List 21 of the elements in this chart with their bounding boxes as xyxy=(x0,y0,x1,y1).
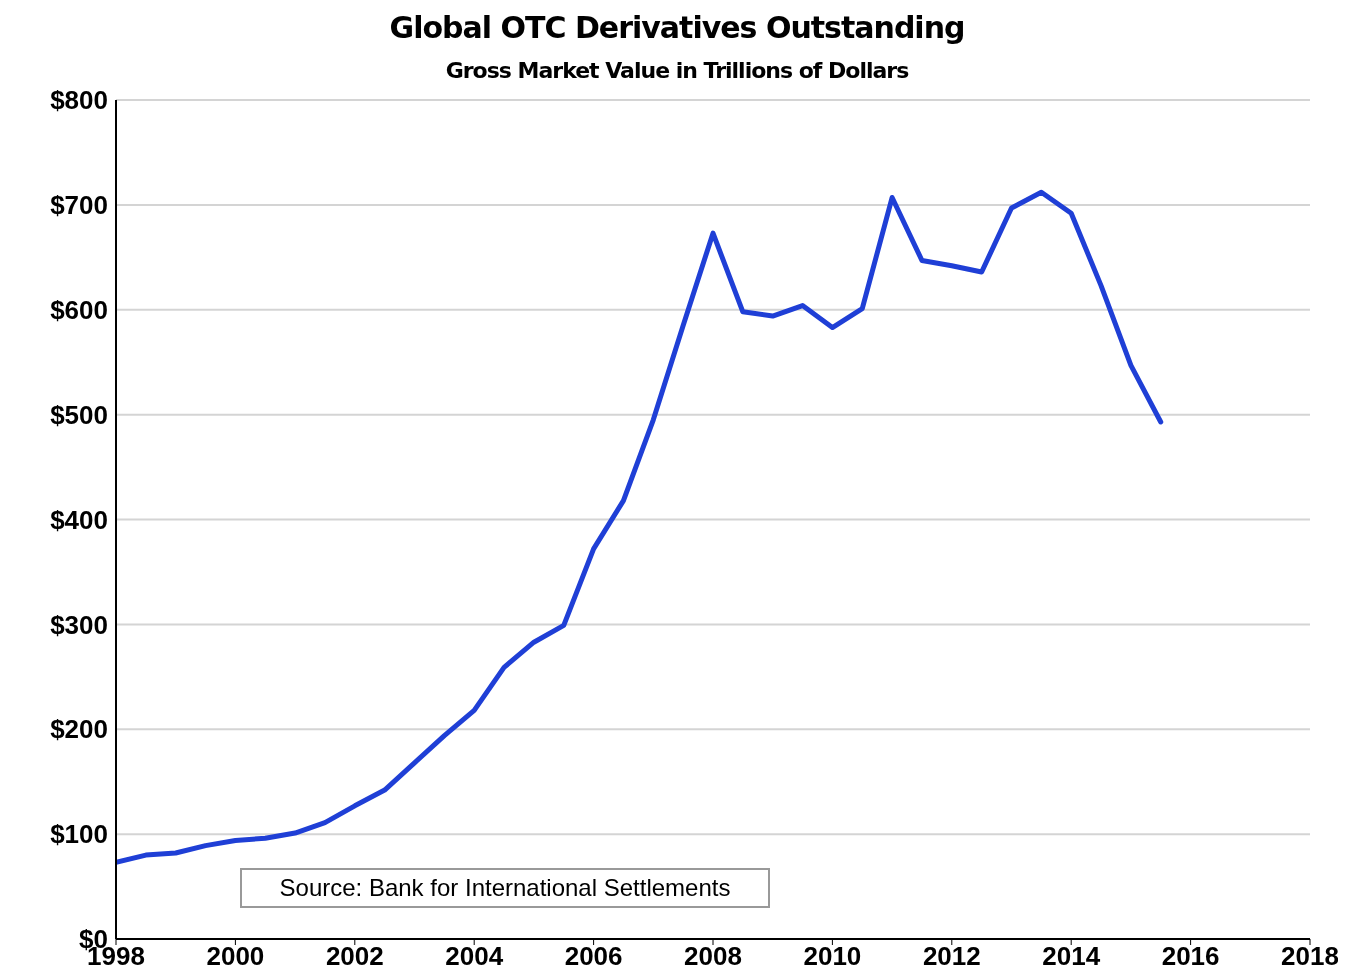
y-tick-label: $700 xyxy=(50,190,108,221)
x-tick-label: 2004 xyxy=(445,941,504,972)
x-tick-label: 2014 xyxy=(1042,941,1101,972)
x-tick-label: 2018 xyxy=(1281,941,1339,972)
x-tick-label: 2000 xyxy=(206,941,265,972)
y-tick-label: $600 xyxy=(50,294,108,325)
y-tick-label: $800 xyxy=(50,85,108,116)
x-tick-label: 2002 xyxy=(325,941,384,972)
x-tick-label: 2010 xyxy=(803,941,862,972)
y-tick-label: $100 xyxy=(50,819,108,850)
x-tick-label: 2008 xyxy=(684,941,742,972)
note-box: Source: Bank for International Settlements xyxy=(240,868,770,908)
chart-subtitle: Gross Market Value in Trillions of Dollars xyxy=(444,58,910,83)
y-tick-label: $400 xyxy=(50,504,108,535)
x-tick-label: 2012 xyxy=(922,941,981,972)
y-tick-label: $500 xyxy=(50,399,108,430)
x-tick-label: 2016 xyxy=(1161,941,1220,972)
x-tick-label: 2006 xyxy=(564,941,623,972)
y-tick-label: $300 xyxy=(50,609,108,640)
y-tick-label: $200 xyxy=(50,714,108,745)
chart-title: Global OTC Derivatives Outstanding xyxy=(388,10,966,45)
